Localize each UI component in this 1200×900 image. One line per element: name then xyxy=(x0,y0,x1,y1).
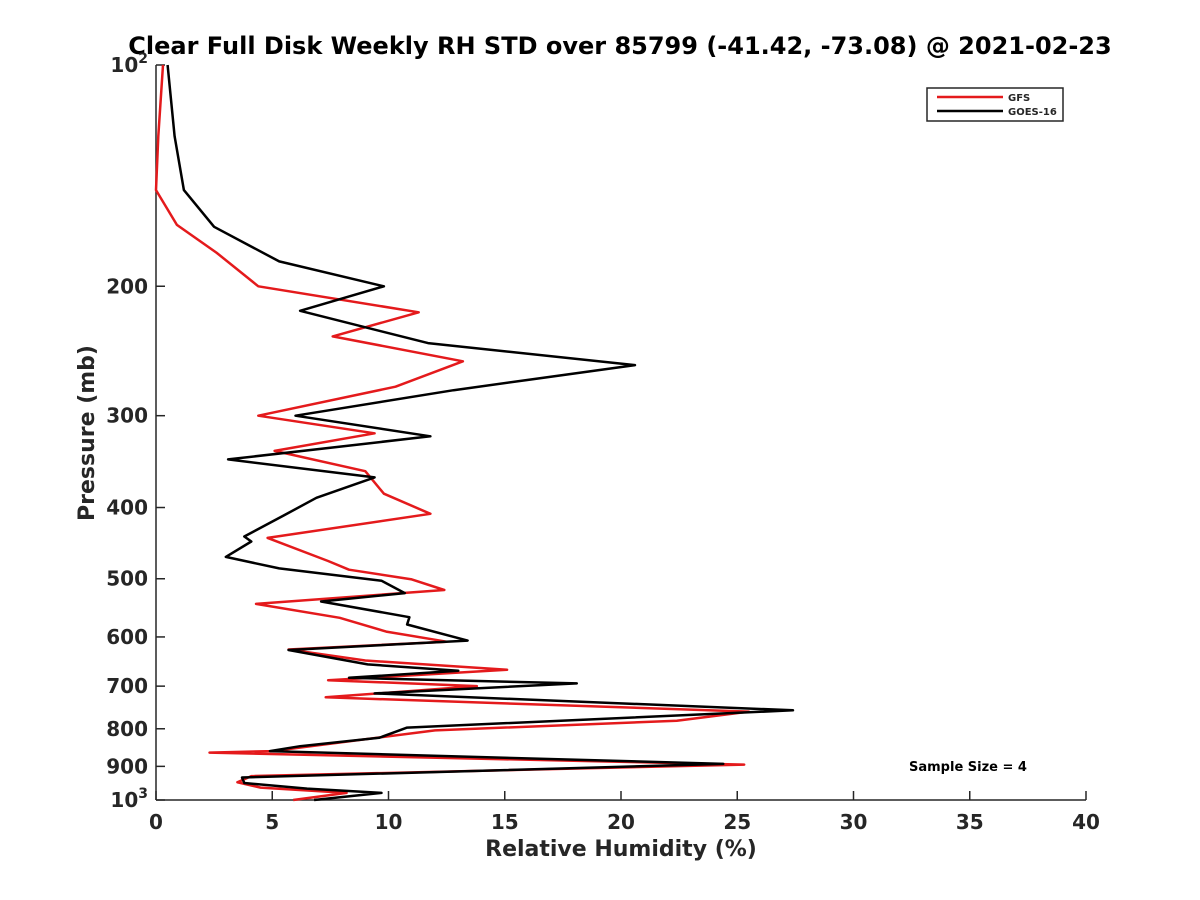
y-tick-label: 800 xyxy=(106,717,148,741)
axes xyxy=(155,65,1086,801)
sample-size-annotation: Sample Size = 4 xyxy=(909,760,1027,775)
x-tick-label: 5 xyxy=(265,810,279,834)
x-tick-label: 35 xyxy=(956,810,984,834)
y-ticks: 102 200 300 400 500 600 700 800 900 103 xyxy=(106,51,165,812)
x-tick-label: 30 xyxy=(840,810,868,834)
y-tick-label: 103 xyxy=(110,786,148,812)
y-tick-label: 600 xyxy=(106,625,148,649)
y-tick-label: 400 xyxy=(106,496,148,520)
x-axis-label: Relative Humidity (%) xyxy=(485,837,757,862)
x-tick-label: 40 xyxy=(1072,810,1100,834)
y-axis-label: Pressure (mb) xyxy=(75,345,100,521)
y-tick-label: 300 xyxy=(106,404,148,428)
series-line-goes16 xyxy=(166,64,795,802)
x-tick-label: 20 xyxy=(607,810,635,834)
chart-title: Clear Full Disk Weekly RH STD over 85799… xyxy=(128,32,1111,60)
y-tick-label: 102 xyxy=(110,51,148,77)
legend: GFS GOES-16 xyxy=(926,87,1064,122)
legend-label-goes16: GOES-16 xyxy=(1008,107,1057,118)
series-line-gfs xyxy=(154,64,751,802)
x-tick-label: 15 xyxy=(491,810,519,834)
y-tick-label: 500 xyxy=(106,567,148,591)
x-tick-label: 10 xyxy=(375,810,403,834)
y-tick-label: 900 xyxy=(106,754,148,778)
legend-label-gfs: GFS xyxy=(1008,93,1030,104)
y-tick-label: 200 xyxy=(106,274,148,298)
legend-box xyxy=(926,87,1064,122)
y-tick-label: 700 xyxy=(106,674,148,698)
x-ticks: 0 5 10 15 20 25 30 35 40 xyxy=(149,791,1100,834)
x-tick-label: 25 xyxy=(723,810,751,834)
series-lines xyxy=(154,64,795,802)
x-tick-label: 0 xyxy=(149,810,163,834)
